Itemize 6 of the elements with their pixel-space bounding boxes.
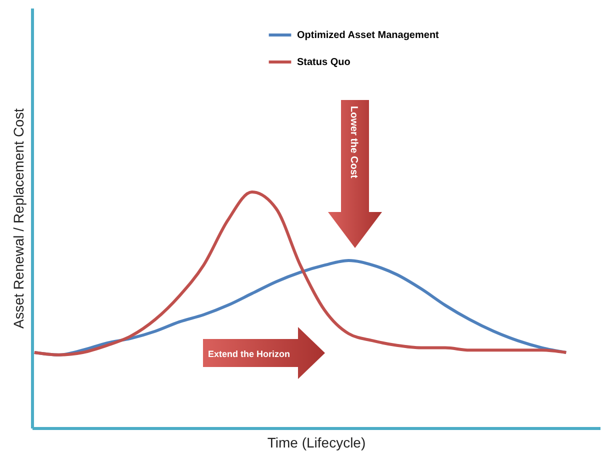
legend-label: Status Quo bbox=[297, 57, 350, 68]
legend-label: Optimized Asset Management bbox=[297, 30, 440, 41]
x-axis-title: Time (Lifecycle) bbox=[267, 434, 366, 450]
text: Lower the Cost bbox=[348, 106, 359, 179]
y-axis-title: Asset Renewal / Replacement Cost bbox=[10, 108, 26, 329]
annotation: Extend the Horizon bbox=[208, 349, 290, 359]
